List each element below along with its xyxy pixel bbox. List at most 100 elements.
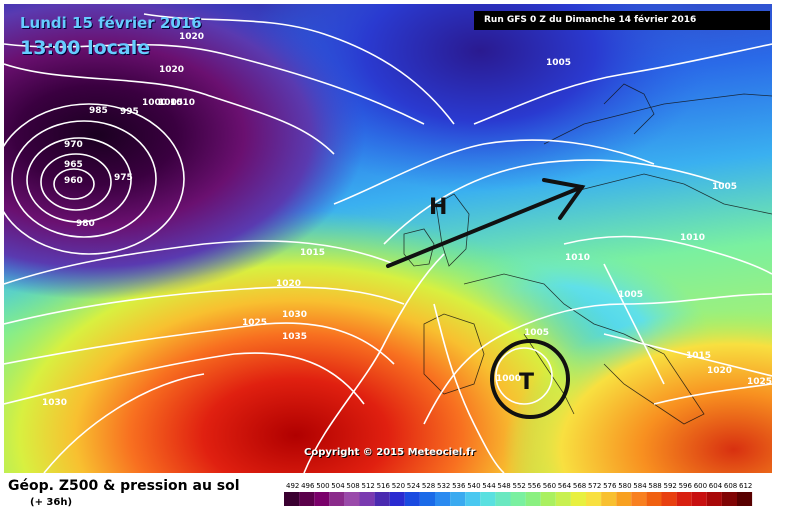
legend-swatch <box>616 492 632 506</box>
pressure-labels: 1020 1020 985 995 1000 1005 1010 970 965… <box>42 32 772 408</box>
pressure-label: 970 <box>64 140 83 150</box>
legend-swatch <box>495 492 511 506</box>
legend-swatch <box>419 492 435 506</box>
legend-value: 504 <box>331 482 345 490</box>
legend-swatch <box>480 492 496 506</box>
legend-value: 544 <box>482 482 496 490</box>
model-run-label: Run GFS 0 Z du Dimanche 14 février 2016 <box>474 11 770 30</box>
legend-swatch <box>586 492 602 506</box>
low-pressure-symbol: T <box>519 370 534 395</box>
legend-swatch <box>329 492 345 506</box>
legend-value: 528 <box>422 482 435 490</box>
legend-swatch <box>631 492 647 506</box>
legend-swatch <box>374 492 390 506</box>
pressure-label: 1000 <box>496 374 521 384</box>
pressure-label: 1030 <box>42 398 67 408</box>
low-pressure-circle: T <box>490 339 570 419</box>
legend-value: 524 <box>407 482 421 490</box>
legend-value: 496 <box>301 482 315 490</box>
legend-value: 592 <box>664 482 677 490</box>
pressure-label: 1005 <box>618 290 643 300</box>
pressure-label: 1020 <box>179 32 204 42</box>
legend-value: 556 <box>528 482 542 490</box>
legend-swatch <box>721 492 737 506</box>
pressure-label: 1005 <box>546 58 571 68</box>
pressure-label: 965 <box>64 160 83 170</box>
legend-value: 596 <box>679 482 693 490</box>
legend-swatch <box>359 492 375 506</box>
pressure-label: 1010 <box>680 233 705 243</box>
legend-swatch <box>661 492 677 506</box>
legend-value: 572 <box>588 482 601 490</box>
legend-swatch <box>525 492 541 506</box>
color-scale-legend: 492 496 500 504 508 512 516 520 524 528 532 536 540 5… <box>284 482 753 506</box>
legend-value: 500 <box>316 482 329 490</box>
pressure-label: 1035 <box>282 332 307 342</box>
pressure-label: 1015 <box>686 351 711 361</box>
legend-value: 492 <box>286 482 299 490</box>
pressure-label: 1020 <box>276 279 301 289</box>
pressure-label: 980 <box>76 219 95 229</box>
pressure-label: 1005 <box>158 98 183 108</box>
legend-value: 612 <box>739 482 752 490</box>
legend-value: 584 <box>633 482 647 490</box>
legend-value: 588 <box>648 482 661 490</box>
legend-swatch <box>540 492 556 506</box>
legend-swatch <box>737 492 753 506</box>
pressure-label: 1025 <box>242 318 267 328</box>
legend-swatch <box>570 492 586 506</box>
pressure-map: 1020 1020 985 995 1000 1005 1010 970 965… <box>4 4 772 473</box>
isobars <box>4 13 772 473</box>
legend-swatch <box>691 492 707 506</box>
legend-swatch <box>601 492 617 506</box>
legend-value: 576 <box>603 482 617 490</box>
forecast-offset: (+ 36h) <box>30 497 73 508</box>
legend-value: 516 <box>377 482 391 490</box>
legend-value: 564 <box>558 482 572 490</box>
legend-swatch <box>299 492 315 506</box>
pressure-label: 1025 <box>747 377 772 387</box>
legend-swatch <box>646 492 662 506</box>
legend-value: 604 <box>709 482 723 490</box>
forecast-time: 13:00 locale <box>20 37 151 59</box>
legend-swatch <box>465 492 481 506</box>
legend-swatch <box>676 492 692 506</box>
legend-value: 600 <box>694 482 707 490</box>
legend-swatch <box>555 492 571 506</box>
forecast-date: Lundi 15 février 2016 <box>20 14 202 32</box>
legend-swatch <box>314 492 330 506</box>
copyright: Copyright © 2015 Meteociel.fr <box>304 447 476 458</box>
legend-swatch <box>450 492 466 506</box>
legend-value: 568 <box>573 482 586 490</box>
legend-value: 520 <box>392 482 405 490</box>
pressure-label: 1000 <box>142 98 167 108</box>
legend-value: 508 <box>346 482 359 490</box>
legend-value: 580 <box>618 482 631 490</box>
legend-swatch <box>344 492 360 506</box>
legend-value: 512 <box>362 482 375 490</box>
pressure-label: 975 <box>114 173 133 183</box>
pressure-label: 1005 <box>524 328 549 338</box>
pressure-label: 1015 <box>300 248 325 258</box>
legend-swatch <box>706 492 722 506</box>
legend-value: 532 <box>437 482 450 490</box>
legend-swatch <box>435 492 451 506</box>
pressure-label: 995 <box>120 107 139 117</box>
pressure-label: 960 <box>64 176 83 186</box>
pressure-label: 1020 <box>707 366 732 376</box>
legend-value: 536 <box>452 482 466 490</box>
chart-title: Géop. Z500 & pression au sol <box>8 478 240 494</box>
legend-swatch <box>389 492 405 506</box>
legend-value: 540 <box>467 482 480 490</box>
flow-arrow-icon <box>386 178 586 268</box>
pressure-label: 1030 <box>282 310 307 320</box>
pressure-label: 985 <box>89 106 108 116</box>
pressure-label: 1020 <box>159 65 184 75</box>
legend-value: 552 <box>513 482 526 490</box>
pressure-label: 1005 <box>712 182 737 192</box>
legend-value: 608 <box>724 482 737 490</box>
pressure-label: 1010 <box>170 98 195 108</box>
pressure-label: 1010 <box>565 253 590 263</box>
legend-swatch <box>510 492 526 506</box>
